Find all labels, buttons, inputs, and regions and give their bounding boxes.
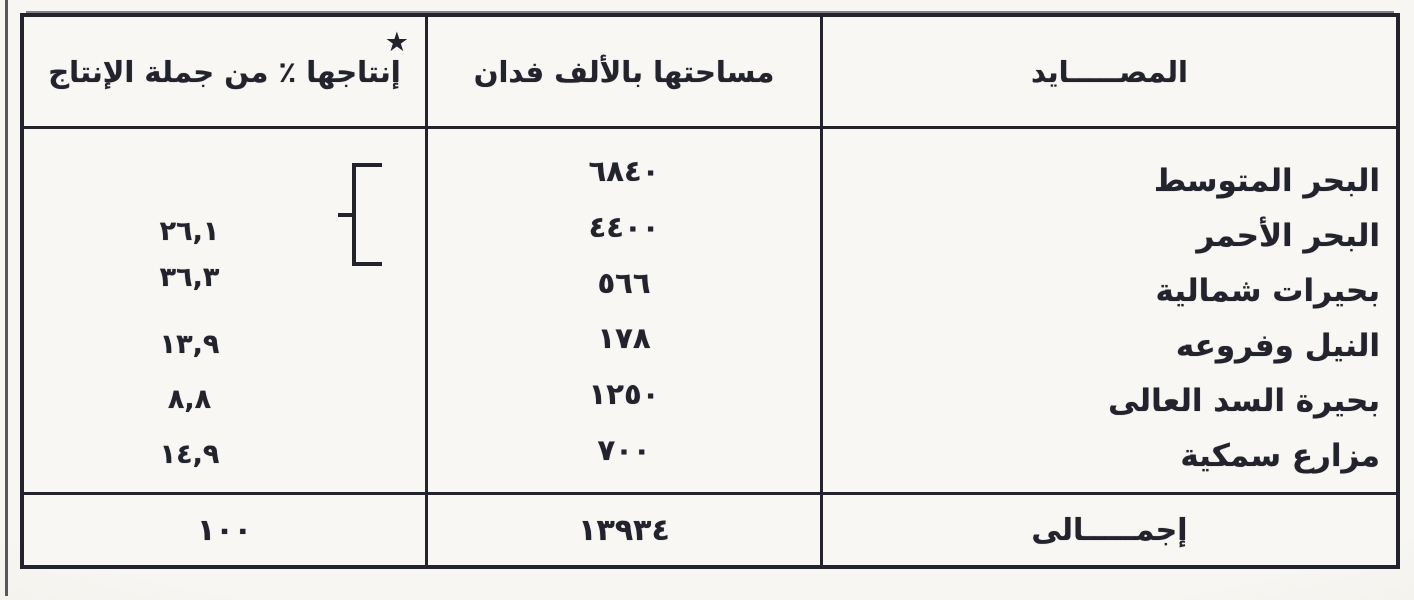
area-value: ٧٠٠ xyxy=(597,433,651,468)
area-value: ٥٦٦ xyxy=(597,265,651,300)
footnote-star-icon: ★ xyxy=(384,27,409,58)
table-row: ٤٤٠٠ xyxy=(428,199,820,255)
production-value: ٨,٨ xyxy=(167,384,212,415)
column-production: ٢٦,١ ٣٦,٣ ١٣,٩ ٨,٨ ١٤,٩ xyxy=(24,129,425,492)
fishery-name: النيل وفروعه xyxy=(1175,328,1380,365)
table-row: ١٧٨ xyxy=(428,310,820,366)
total-label-cell: إجمـــــالى xyxy=(820,492,1396,565)
header-cell-production: ★ إنتاجها ٪ من جملة الإنتاج xyxy=(24,17,425,129)
area-value: ١٢٥٠ xyxy=(588,377,660,412)
table-row: ٥٦٦ xyxy=(428,255,820,311)
scan-edge-artifact xyxy=(5,0,8,596)
table-row: بحيرة السد العالى xyxy=(823,374,1396,429)
table-row: البحر المتوسط xyxy=(823,153,1396,208)
fishery-name: البحر المتوسط xyxy=(1153,162,1380,199)
total-area-value: ١٣٩٣٤ xyxy=(578,512,670,548)
table-row: ١٢٥٠ xyxy=(428,366,820,422)
column-area: ٦٨٤٠ ٤٤٠٠ ٥٦٦ ١٧٨ ١٢٥٠ ٧٠٠ xyxy=(425,129,820,492)
production-value: ١٤,٩ xyxy=(159,439,220,470)
area-value: ٦٨٤٠ xyxy=(588,153,660,188)
table-row: مزارع سمكية xyxy=(823,429,1396,484)
fishery-name: مزارع سمكية xyxy=(1180,438,1380,475)
total-production-value: ١٠٠ xyxy=(197,512,252,548)
table-row: ٧٠٠ xyxy=(428,422,820,478)
table-row: ٦٨٤٠ xyxy=(428,143,820,199)
table-row: البحر الأحمر xyxy=(823,208,1396,263)
fishery-name: بحيرات شمالية xyxy=(1155,272,1381,309)
production-value: ٣٦,٣ xyxy=(159,262,220,293)
area-value: ١٧٨ xyxy=(597,321,651,356)
table-row: النيل وفروعه xyxy=(823,319,1396,374)
column-fisheries: البحر المتوسط البحر الأحمر بحيرات شمالية… xyxy=(820,129,1396,492)
fishery-name: البحر الأحمر xyxy=(1196,217,1380,254)
header-cell-area: مساحتها بالألف فدان xyxy=(425,17,820,129)
total-area-cell: ١٣٩٣٤ xyxy=(425,492,820,565)
area-value: ٤٤٠٠ xyxy=(588,209,660,244)
header-cell-fisheries: المصـــــايد xyxy=(820,17,1396,129)
group-bracket xyxy=(338,163,382,266)
total-label: إجمـــــالى xyxy=(1031,512,1188,548)
production-value: ١٣,٩ xyxy=(159,329,220,360)
total-production-cell: ١٠٠ xyxy=(24,492,425,565)
table-row: بحيرات شمالية xyxy=(823,263,1396,318)
header-production-label: إنتاجها ٪ من جملة الإنتاج xyxy=(48,54,401,89)
header-area-label: مساحتها بالألف فدان xyxy=(473,54,775,89)
fishery-name: بحيرة السد العالى xyxy=(1108,383,1380,420)
header-fisheries-label: المصـــــايد xyxy=(1031,54,1188,89)
production-value-grouped: ٢٦,١ xyxy=(159,216,220,247)
fisheries-table: المصـــــايد مساحتها بالألف فدان ★ إنتاج… xyxy=(20,13,1400,569)
